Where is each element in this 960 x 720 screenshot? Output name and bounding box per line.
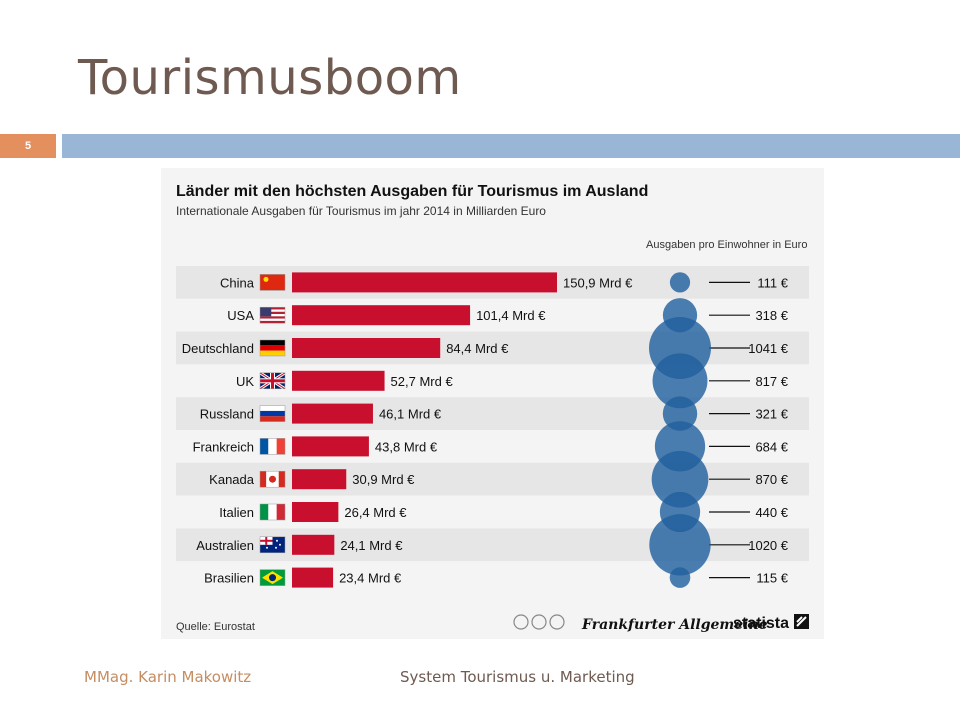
bar-value-label: 101,4 Mrd € — [476, 308, 546, 323]
bar-value-label: 23,4 Mrd € — [339, 571, 402, 586]
chart-row: Frankreich 43,8 Mrd € 684 € — [176, 430, 809, 463]
bar — [292, 502, 339, 522]
bar-value-label: 30,9 Mrd € — [352, 472, 415, 487]
cc-license-icon — [513, 614, 565, 630]
per-capita-label: 440 € — [755, 505, 788, 520]
per-capita-label: 817 € — [755, 374, 788, 389]
bar-value-label: 84,4 Mrd € — [446, 341, 509, 356]
per-capita-label: 870 € — [755, 472, 788, 487]
chart-subtitle: Internationale Ausgaben für Tourismus im… — [176, 204, 546, 218]
faz-logo: Frankfurter Allgemeine — [581, 617, 768, 633]
category-label: Brasilien — [204, 571, 254, 586]
bar-value-label: 26,4 Mrd € — [344, 505, 407, 520]
per-capita-label: 1020 € — [748, 538, 789, 553]
per-capita-bubble — [651, 450, 709, 508]
chart-row: USA 101,4 Mrd € 318 € — [176, 298, 809, 332]
france-flag-icon — [259, 438, 286, 455]
page-number: 5 — [0, 134, 56, 158]
bar-value-label: 24,1 Mrd € — [340, 538, 403, 553]
chart-row: Brasilien 23,4 Mrd € 115 € — [176, 561, 809, 594]
chart-row: Kanada 30,9 Mrd € 870 € — [176, 462, 809, 496]
slide-title: Tourismusboom — [78, 50, 462, 106]
per-capita-header: Ausgaben pro Einwohner in Euro — [646, 239, 807, 251]
chart-row: Italien 26,4 Mrd € 440 € — [176, 495, 809, 529]
canada-flag-icon — [259, 470, 286, 488]
category-label: Australien — [196, 538, 254, 553]
title-bar — [62, 134, 960, 158]
brazil-flag-icon — [259, 569, 286, 586]
per-capita-label: 318 € — [755, 308, 788, 323]
bar — [292, 469, 347, 490]
per-capita-label: 1041 € — [748, 341, 789, 356]
per-capita-bubble — [669, 567, 691, 588]
australia-flag-icon — [259, 536, 286, 554]
bar-value-label: 46,1 Mrd € — [379, 407, 442, 422]
statista-logo: statista — [733, 615, 789, 632]
bar — [292, 338, 441, 358]
chart-container: Länder mit den höchsten Ausgaben für Tou… — [161, 168, 824, 639]
bar — [292, 403, 373, 424]
per-capita-label: 321 € — [755, 407, 788, 422]
italy-flag-icon — [259, 503, 286, 521]
chart-row: Deutschland 84,4 Mrd € 1041 € — [176, 331, 809, 365]
bar — [292, 436, 369, 457]
chart-row: China 150,9 Mrd € 111 € — [176, 266, 809, 299]
chart-row: UK 52,7 Mrd € 817 € — [176, 364, 809, 398]
bar-value-label: 52,7 Mrd € — [391, 374, 454, 389]
per-capita-bubble — [662, 396, 698, 431]
bar — [292, 305, 471, 326]
bar — [292, 534, 335, 555]
chart-row: Russland 46,1 Mrd € 321 € — [176, 397, 809, 430]
bar-value-label: 43,8 Mrd € — [375, 439, 438, 454]
per-capita-label: 115 € — [756, 571, 788, 586]
statista-icon — [794, 614, 809, 629]
china-flag-icon — [259, 274, 286, 291]
chart-title: Länder mit den höchsten Ausgaben für Tou… — [176, 183, 648, 200]
footer-author: MMag. Karin Makowitz — [84, 668, 252, 686]
category-label: China — [220, 275, 255, 290]
germany-flag-icon — [259, 339, 286, 357]
per-capita-label: 684 € — [755, 439, 788, 454]
bar — [292, 370, 385, 391]
category-label: Deutschland — [182, 341, 254, 356]
category-label: Russland — [200, 407, 254, 422]
category-label: UK — [236, 374, 254, 389]
per-capita-bubble — [652, 353, 708, 409]
bar-chart: Länder mit den höchsten Ausgaben für Tou… — [176, 183, 809, 633]
uk-flag-icon — [259, 371, 286, 391]
bar — [292, 272, 557, 293]
category-label: Kanada — [209, 472, 255, 487]
category-label: USA — [227, 308, 254, 323]
usa-flag-icon — [259, 306, 286, 324]
source-label: Quelle: Eurostat — [176, 621, 255, 633]
bar-value-label: 150,9 Mrd € — [563, 275, 633, 290]
category-label: Frankreich — [193, 439, 254, 454]
per-capita-label: 111 € — [757, 275, 788, 290]
russia-flag-icon — [259, 405, 286, 422]
footer-course: System Tourismus u. Marketing — [400, 668, 635, 686]
chart-row: Australien 24,1 Mrd € 1020 € — [176, 528, 809, 562]
bar — [292, 567, 334, 588]
category-label: Italien — [219, 505, 254, 520]
per-capita-bubble — [669, 272, 691, 293]
per-capita-bubble — [649, 514, 711, 576]
